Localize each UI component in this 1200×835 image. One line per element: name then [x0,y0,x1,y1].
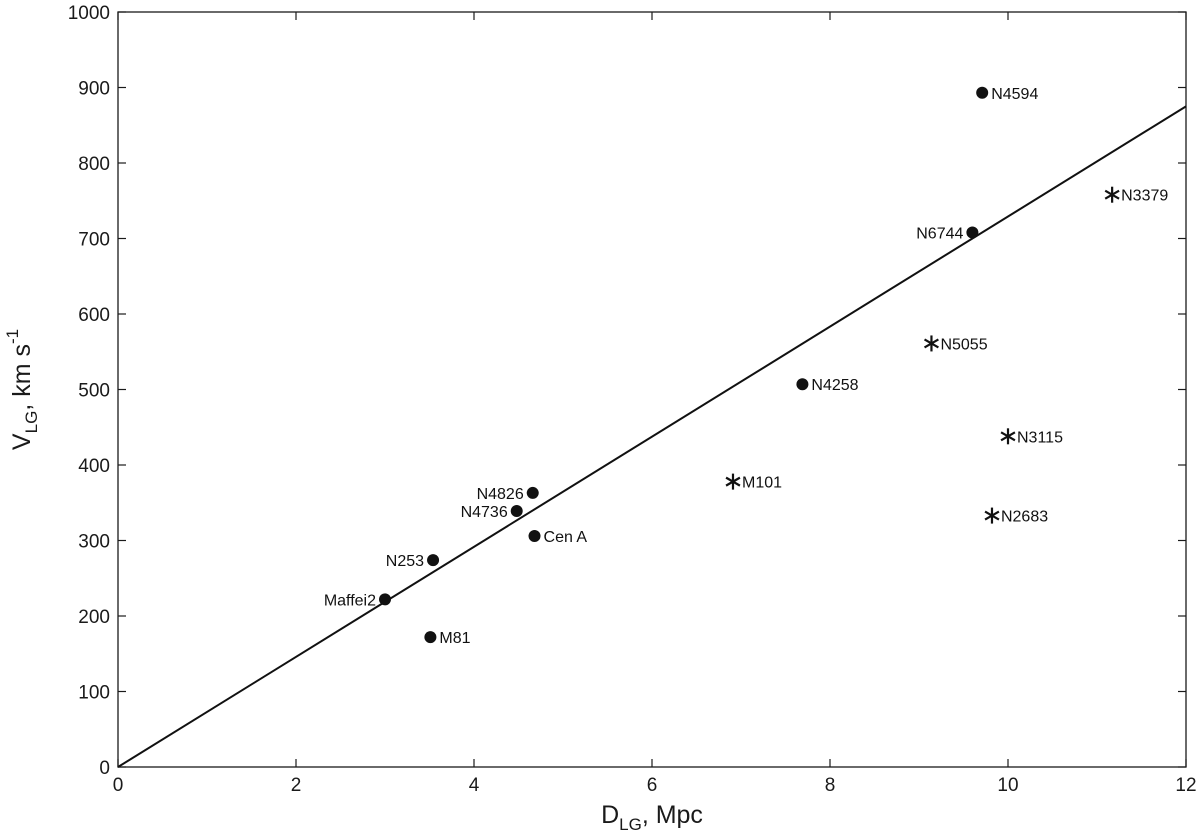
data-point: N2683 [984,507,1048,526]
x-tick-label: 4 [469,775,480,796]
point-label: N253 [386,553,424,570]
asterisk-stroke [1104,189,1120,200]
y-tick-label: 500 [78,381,110,402]
asterisk-marker [1104,186,1120,203]
point-label: M81 [439,630,470,647]
axis-ticks: 0 2 4 6 8 10 12 0 100 200 300 400 500 600 700 800 900 100… [68,3,1197,796]
x-axis-title-sub: LG [619,815,642,834]
data-point: N4258 [796,377,859,394]
y-tick-label: 100 [78,683,110,704]
y-tick-label: 200 [78,607,110,628]
plot-area [117,11,1187,768]
asterisk-marker [1000,428,1016,445]
circle-marker [796,378,809,391]
point-label: N3115 [1017,429,1063,446]
asterisk-stroke [923,338,939,349]
x-axis-title-rest: , Mpc [642,801,703,829]
y-tick-label: 1000 [68,3,110,24]
asterisk-stroke [984,510,1000,521]
data-point: N5055 [923,335,988,353]
y-axis-title-sub: LG [22,411,41,434]
y-axis-title-sup: -1 [3,329,22,344]
point-label: N6744 [916,225,963,242]
asterisk-marker [725,473,741,490]
data-point: N3115 [1000,428,1063,446]
trend-line-group [117,105,1187,768]
point-label: Maffei2 [324,592,376,609]
point-label: N3379 [1121,188,1168,205]
data-point: N6744 [916,225,979,242]
data-point: Cen A [528,529,588,546]
y-axis-title-rest: , km s [8,344,36,411]
point-label: N5055 [940,336,987,353]
circle-marker [966,226,979,239]
y-tick-label: 300 [78,532,110,553]
circle-marker [379,593,391,606]
x-tick-label: 0 [113,775,124,796]
asterisk-marker [984,507,1000,524]
circle-marker [528,529,541,542]
data-point: M81 [424,630,471,647]
x-tick-label: 8 [825,775,836,796]
y-tick-label: 600 [78,305,110,326]
y-tick-label: 700 [78,230,110,251]
point-label: N2683 [1001,509,1048,526]
asterisk-stroke [725,476,741,487]
x-tick-label: 10 [997,775,1018,796]
point-label: N4826 [477,486,524,503]
circle-marker [424,631,437,644]
y-axis-title: VLG, km s-1 [3,329,41,450]
y-tick-label: 0 [99,758,110,779]
x-axis-title-main: D [601,801,619,829]
x-axis-title: DLG, Mpc [601,801,703,834]
data-point: N3379 [1104,186,1168,205]
data-point: N253 [386,553,440,570]
circle-marker [510,505,523,518]
point-label: Cen A [544,529,588,546]
asterisk-stroke [1000,431,1016,442]
data-point: N4826 [477,486,539,503]
trend-line [117,105,1187,768]
point-label: N4736 [461,504,508,521]
y-tick-label: 900 [78,79,110,100]
asterisk-marker [923,335,939,352]
circle-marker [526,486,539,499]
data-point: Maffei2 [324,592,391,609]
data-point: N4736 [461,504,523,521]
y-axis-title-main: V [8,433,36,450]
data-point: M101 [725,473,782,492]
data-point: N4594 [976,86,1038,103]
point-label: N4258 [811,377,858,394]
circle-marker [976,86,989,99]
circle-marker [427,554,440,567]
point-label: M101 [742,475,782,492]
y-tick-label: 800 [78,154,110,175]
x-tick-label: 6 [647,775,658,796]
point-label: N4594 [991,86,1038,103]
x-tick-label: 2 [291,775,302,796]
x-tick-label: 12 [1175,775,1196,796]
y-tick-label: 400 [78,456,110,477]
